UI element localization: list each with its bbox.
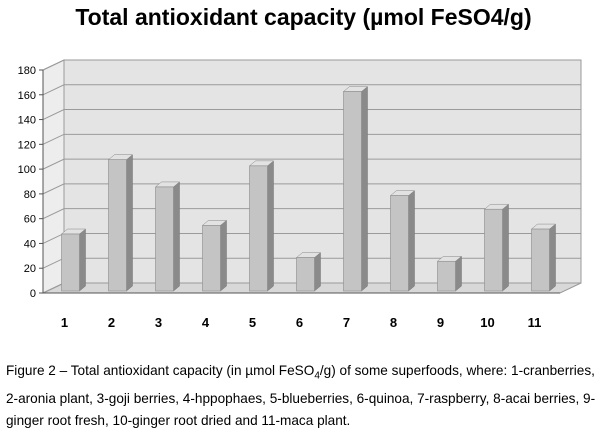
x-tick-label: 9 — [437, 315, 444, 330]
axes — [39, 69, 560, 294]
y-tick-label: 40 — [24, 238, 36, 250]
bar-side — [455, 255, 462, 292]
grid-line — [42, 133, 581, 145]
bar-front — [484, 208, 503, 292]
bar — [201, 219, 228, 292]
x-tick-label: 7 — [343, 315, 350, 330]
y-tick-label: 20 — [24, 263, 36, 275]
bar-front — [155, 186, 174, 292]
bar — [295, 252, 322, 292]
caption-prefix: Figure 2 – Total antioxidant capacity (i… — [6, 363, 315, 378]
side-wall — [42, 59, 65, 294]
bar-chart: 0 20 40 60 80 100 120 140 160 180 1 2 3 4 5 6 7 8 9 10 11 — [18, 59, 582, 330]
y-tick-label: 100 — [18, 164, 36, 176]
caption-subscript: 4 — [314, 370, 320, 382]
grid-line — [42, 109, 581, 121]
bar-side — [220, 219, 227, 292]
bar — [436, 255, 463, 292]
bar — [483, 203, 510, 292]
grid-line — [42, 183, 581, 195]
bar — [154, 181, 181, 292]
bar — [60, 228, 87, 292]
y-tick-label: 80 — [24, 189, 36, 201]
figure-caption: Figure 2 – Total antioxidant capacity (i… — [6, 360, 604, 432]
bar — [389, 190, 416, 292]
bar-side — [173, 181, 180, 292]
bar-side — [79, 228, 86, 292]
x-tick-label: 2 — [108, 315, 115, 330]
bar-front — [437, 260, 456, 292]
x-tick-label: 1 — [61, 315, 68, 330]
bar-front — [390, 195, 409, 292]
y-tick-label: 0 — [30, 288, 36, 300]
chart-title: Total antioxidant capacity (µmol FeSO4/g… — [75, 4, 532, 30]
bar-front — [202, 225, 221, 292]
bar — [248, 160, 275, 292]
bar-side — [408, 190, 415, 292]
y-tick-label: 120 — [18, 139, 36, 151]
x-tick-label: 10 — [480, 315, 494, 330]
x-tick-label: 4 — [202, 315, 210, 330]
bar-side — [267, 160, 274, 292]
bar-front — [531, 228, 550, 292]
y-tick-label: 180 — [18, 65, 36, 77]
x-tick-label: 8 — [390, 315, 397, 330]
y-tick-labels: 0 20 40 60 80 100 120 140 160 180 — [18, 65, 36, 300]
bar-side — [314, 252, 321, 292]
bar-side — [502, 203, 509, 292]
bar-front — [61, 233, 80, 292]
bar — [107, 154, 134, 292]
bar-front — [108, 159, 127, 292]
bars — [60, 86, 557, 292]
caption-suffix: /g) of some superfoods, where: 1-cranber… — [6, 363, 596, 428]
bar-side — [361, 86, 368, 292]
bar-front — [296, 257, 315, 292]
x-tick-label: 6 — [296, 315, 303, 330]
x-tick-label: 5 — [249, 315, 256, 330]
y-tick-label: 160 — [18, 90, 36, 102]
bar-side — [126, 154, 133, 292]
x-tick-labels: 1 2 3 4 5 6 7 8 9 10 11 — [61, 315, 541, 330]
bar-front — [249, 165, 268, 292]
grid-line — [42, 84, 581, 96]
y-tick-label: 140 — [18, 115, 36, 127]
grid-line — [42, 158, 581, 170]
y-tick-label: 60 — [24, 214, 36, 226]
grid-line — [42, 59, 581, 71]
bar — [530, 223, 557, 292]
bar — [342, 86, 369, 292]
x-tick-label: 3 — [155, 315, 162, 330]
bar-side — [549, 223, 556, 292]
bar-front — [343, 91, 362, 292]
x-tick-label: 11 — [528, 315, 542, 330]
